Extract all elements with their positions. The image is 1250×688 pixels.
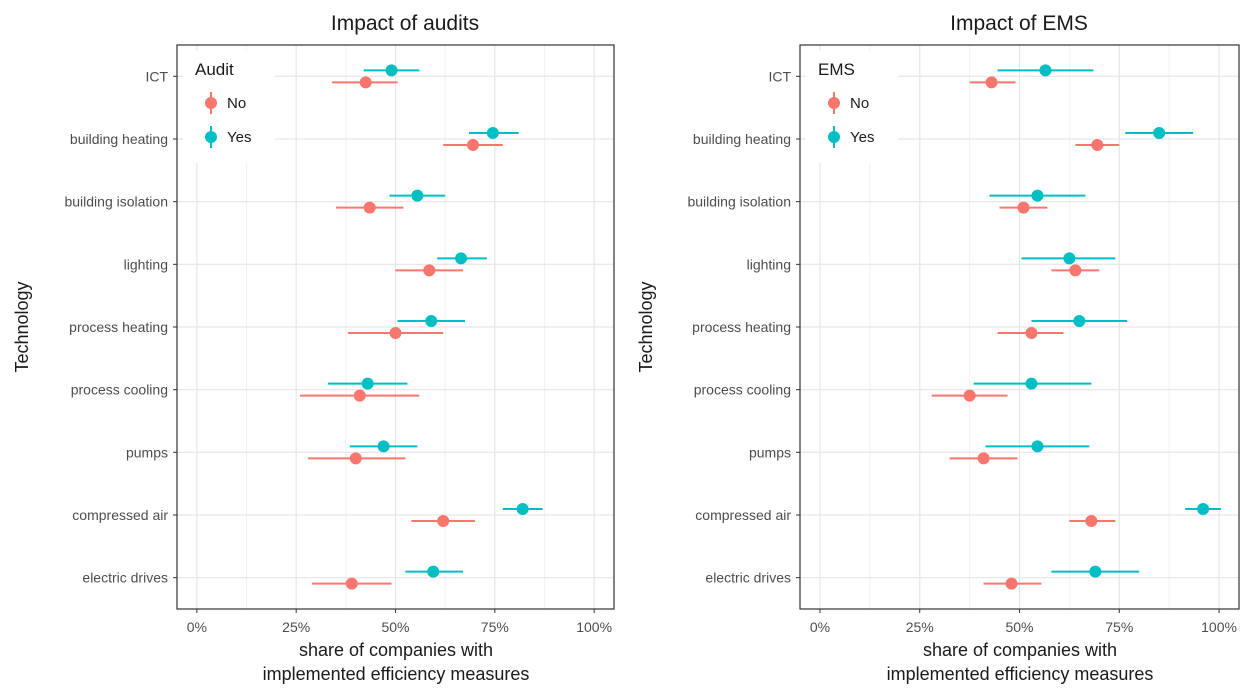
data-point: [1031, 440, 1044, 453]
legend-title: EMS: [818, 60, 855, 79]
data-point: [1153, 127, 1166, 139]
legend-key-point: [205, 97, 217, 109]
data-point: [1025, 327, 1038, 339]
legend: Audit No Yes: [183, 51, 275, 163]
data-point: [1025, 377, 1038, 390]
x-tick-label: 75%: [481, 619, 509, 635]
data-point: [411, 189, 424, 202]
legend-label: Yes: [850, 129, 874, 146]
y-tick-label: electric drives: [82, 570, 168, 586]
y-tick-label: building heating: [693, 131, 791, 147]
x-tick-label: 25%: [906, 619, 934, 635]
y-tick-label: electric drives: [705, 570, 791, 586]
data-point: [1085, 515, 1098, 527]
series-yes: [973, 64, 1222, 578]
data-point: [1091, 139, 1104, 151]
series-no: [931, 76, 1120, 590]
legend-key-point: [205, 131, 217, 143]
y-tick-label: lighting: [124, 256, 168, 272]
y-tick-label: process cooling: [71, 382, 168, 398]
x-axis-label: implemented efficiency measures: [263, 664, 530, 684]
y-tick-label: building heating: [70, 131, 168, 147]
data-point: [455, 252, 468, 265]
data-point: [345, 577, 358, 590]
data-point: [377, 440, 390, 453]
y-tick-label: ICT: [145, 68, 168, 84]
x-tick-label: 100%: [1201, 619, 1237, 635]
data-point: [1069, 264, 1082, 277]
data-point: [359, 76, 372, 89]
y-tick-label: process cooling: [694, 382, 791, 398]
x-tick-label: 100%: [576, 619, 612, 635]
data-point: [363, 201, 376, 214]
data-point: [349, 452, 362, 465]
panel-0: ICT building heating building isolation lig…: [12, 12, 615, 684]
x-tick-label: 50%: [381, 619, 409, 635]
data-point: [1031, 189, 1044, 202]
data-point: [486, 127, 499, 139]
data-point: [985, 76, 998, 89]
x-tick-label: 0%: [187, 619, 207, 635]
y-axis-label: Technology: [636, 281, 656, 372]
series-yes: [327, 64, 543, 578]
y-tick-label: lighting: [747, 256, 791, 272]
y-tick-label: building isolation: [64, 194, 168, 210]
data-point: [1017, 201, 1030, 214]
x-tick-label: 0%: [810, 619, 830, 635]
y-tick-label: pumps: [749, 444, 791, 460]
y-tick-label: compressed air: [695, 507, 791, 523]
data-point: [1073, 315, 1086, 327]
data-point: [1005, 577, 1018, 590]
chart-title: Impact of EMS: [950, 12, 1088, 35]
data-point: [423, 264, 436, 277]
x-axis-label: share of companies with: [299, 640, 493, 660]
data-point: [389, 327, 402, 339]
data-point: [353, 389, 366, 402]
legend: EMS No Yes: [806, 51, 898, 163]
legend-label: Yes: [227, 129, 251, 146]
data-point: [963, 389, 976, 402]
y-axis-label: Technology: [12, 281, 32, 372]
data-point: [466, 139, 479, 151]
data-point: [427, 565, 440, 578]
x-axis-label: implemented efficiency measures: [887, 664, 1154, 684]
legend-title: Audit: [195, 60, 234, 79]
y-tick-label: compressed air: [72, 507, 168, 523]
data-point: [1039, 64, 1052, 77]
data-point: [385, 64, 398, 77]
panel-1: ICT building heating building isolation lig…: [636, 12, 1240, 684]
legend-background: [806, 51, 898, 163]
x-tick-label: 25%: [282, 619, 310, 635]
data-point: [1197, 503, 1210, 515]
legend-label: No: [850, 95, 869, 112]
y-tick-label: building isolation: [687, 194, 791, 210]
legend-label: No: [227, 95, 246, 112]
series-no: [300, 76, 503, 590]
y-tick-label: pumps: [126, 444, 168, 460]
x-tick-label: 75%: [1105, 619, 1133, 635]
data-point: [425, 315, 438, 327]
legend-background: [183, 51, 275, 163]
x-axis-label: share of companies with: [923, 640, 1117, 660]
legend-key-point: [828, 131, 840, 143]
data-point: [1089, 565, 1102, 578]
data-point: [516, 503, 529, 515]
x-tick-label: 50%: [1005, 619, 1033, 635]
data-point: [361, 377, 374, 390]
legend-key-point: [828, 97, 840, 109]
data-point: [977, 452, 990, 465]
y-tick-label: process heating: [692, 319, 791, 335]
data-point: [437, 515, 450, 527]
data-point: [1063, 252, 1076, 265]
chart-title: Impact of audits: [331, 12, 479, 35]
y-tick-label: process heating: [69, 319, 168, 335]
y-tick-label: ICT: [768, 68, 791, 84]
